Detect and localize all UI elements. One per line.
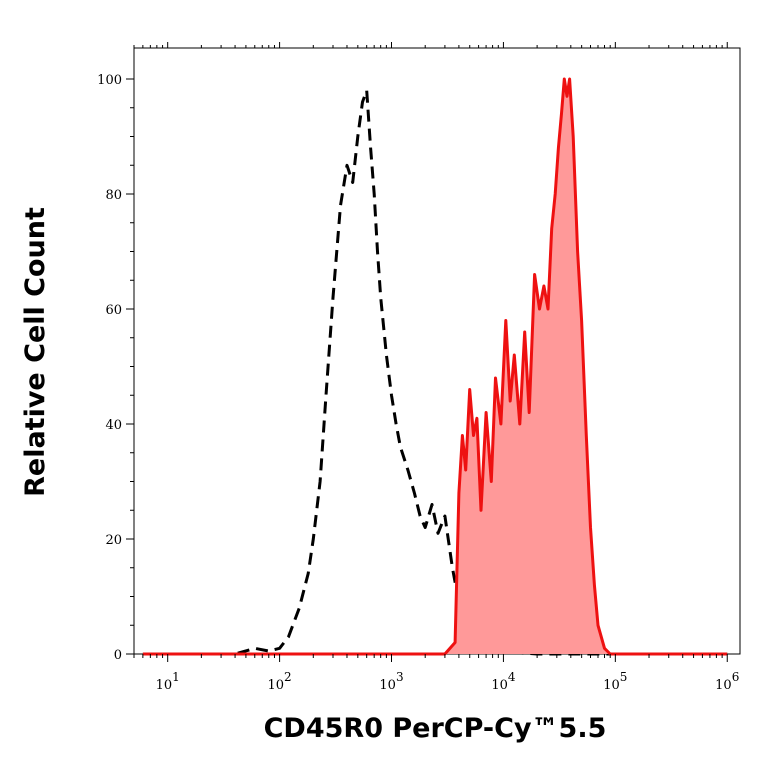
y-tick-label: 100 (97, 73, 122, 88)
y-tick-label: 40 (105, 418, 122, 433)
x-tick-label: 102 (268, 670, 292, 693)
y-axis: 0 20 40 60 80 100 (97, 73, 134, 663)
y-tick-label: 20 (105, 533, 122, 548)
series-1-line (142, 89, 728, 656)
series-2-fill (142, 79, 728, 654)
plot-frame (133, 47, 741, 655)
y-tick-label: 60 (105, 303, 122, 318)
series-2-line (142, 77, 728, 656)
x-axis: 101 102 103 104 105 106 (133, 42, 739, 693)
y-tick-label: 0 (114, 648, 122, 663)
x-axis-title: CD45R0 PerCP-Cy™5.5 (264, 713, 607, 744)
x-tick-label: 106 (715, 670, 739, 693)
plot-area (133, 47, 741, 656)
y-axis-title: Relative Cell Count (20, 207, 51, 497)
x-tick-label: 101 (156, 670, 180, 693)
x-tick-label: 103 (379, 670, 403, 693)
x-tick-label: 105 (603, 670, 627, 693)
y-tick-label: 80 (105, 188, 122, 203)
x-tick-label: 104 (491, 670, 516, 693)
